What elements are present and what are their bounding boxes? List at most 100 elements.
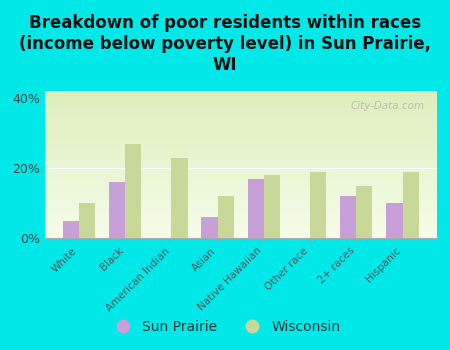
Text: Breakdown of poor residents within races
(income below poverty level) in Sun Pra: Breakdown of poor residents within races… xyxy=(19,14,431,74)
Bar xyxy=(45,172,436,173)
Bar xyxy=(45,144,436,145)
Bar xyxy=(403,172,418,238)
Bar xyxy=(45,131,436,132)
Bar xyxy=(45,94,436,96)
Bar xyxy=(45,107,436,108)
Bar xyxy=(45,163,436,164)
Bar xyxy=(45,207,436,209)
Bar xyxy=(45,122,436,123)
Bar xyxy=(45,123,436,125)
Bar xyxy=(45,159,436,160)
Bar xyxy=(45,162,436,163)
Bar xyxy=(45,169,436,170)
Bar xyxy=(45,185,436,187)
Bar xyxy=(45,219,436,220)
Bar xyxy=(45,193,436,194)
Bar xyxy=(45,194,436,195)
Bar xyxy=(45,141,436,142)
Bar xyxy=(356,186,373,238)
Bar xyxy=(45,231,436,232)
Bar xyxy=(45,104,436,106)
Bar xyxy=(45,96,436,97)
Bar xyxy=(202,217,218,238)
Bar xyxy=(45,191,436,193)
Bar xyxy=(45,176,436,178)
Bar xyxy=(45,210,436,211)
Bar xyxy=(45,108,436,110)
Bar xyxy=(45,100,436,101)
Bar xyxy=(45,132,436,134)
Bar xyxy=(45,235,436,237)
Bar xyxy=(45,125,436,126)
Bar xyxy=(45,222,436,223)
Bar xyxy=(45,157,436,159)
Bar xyxy=(45,216,436,217)
Bar xyxy=(45,201,436,203)
Bar xyxy=(45,128,436,129)
Bar xyxy=(45,134,436,135)
Bar xyxy=(45,150,436,151)
Bar xyxy=(45,232,436,233)
Bar xyxy=(248,178,264,238)
Bar xyxy=(45,211,436,213)
Bar xyxy=(45,156,436,157)
Bar xyxy=(340,196,356,238)
Bar xyxy=(45,184,436,185)
Bar xyxy=(45,195,436,197)
Bar xyxy=(45,182,436,184)
Bar xyxy=(45,170,436,172)
Bar xyxy=(45,113,436,114)
Bar xyxy=(45,217,436,219)
Bar xyxy=(45,91,436,92)
Bar xyxy=(45,154,436,156)
Text: City-Data.com: City-Data.com xyxy=(351,101,425,111)
Legend: Sun Prairie, Wisconsin: Sun Prairie, Wisconsin xyxy=(104,314,346,340)
Bar xyxy=(45,153,436,154)
Bar xyxy=(45,167,436,169)
Bar xyxy=(45,187,436,188)
Bar xyxy=(45,129,436,131)
Bar xyxy=(45,142,436,144)
Bar xyxy=(45,229,436,231)
Bar xyxy=(45,135,436,136)
Bar xyxy=(45,136,436,138)
Bar xyxy=(45,181,436,182)
Bar xyxy=(45,215,436,216)
Bar xyxy=(45,166,436,167)
Bar xyxy=(45,189,436,191)
Bar xyxy=(45,228,436,229)
Bar xyxy=(45,92,436,94)
Bar xyxy=(45,175,436,176)
Bar xyxy=(45,106,436,107)
Bar xyxy=(45,226,436,228)
Bar xyxy=(45,140,436,141)
Bar xyxy=(45,213,436,215)
Bar xyxy=(45,198,436,200)
Bar xyxy=(45,151,436,153)
Bar xyxy=(45,173,436,175)
Bar xyxy=(45,200,436,201)
Bar xyxy=(264,175,280,238)
Bar xyxy=(45,119,436,120)
Bar xyxy=(45,220,436,222)
Bar xyxy=(45,112,436,113)
Bar xyxy=(171,158,188,238)
Bar xyxy=(45,209,436,210)
Bar xyxy=(45,225,436,226)
Bar xyxy=(45,145,436,147)
Bar xyxy=(45,206,436,207)
Bar xyxy=(45,97,436,98)
Bar xyxy=(45,103,436,104)
Bar xyxy=(45,101,436,103)
Bar xyxy=(45,118,436,119)
Bar xyxy=(310,172,326,238)
Bar xyxy=(45,178,436,179)
Bar xyxy=(45,116,436,118)
Bar xyxy=(45,204,436,206)
Bar xyxy=(79,203,95,238)
Bar xyxy=(45,197,436,198)
Bar xyxy=(45,237,436,238)
Bar xyxy=(45,164,436,166)
Bar xyxy=(45,147,436,148)
Bar xyxy=(45,98,436,100)
